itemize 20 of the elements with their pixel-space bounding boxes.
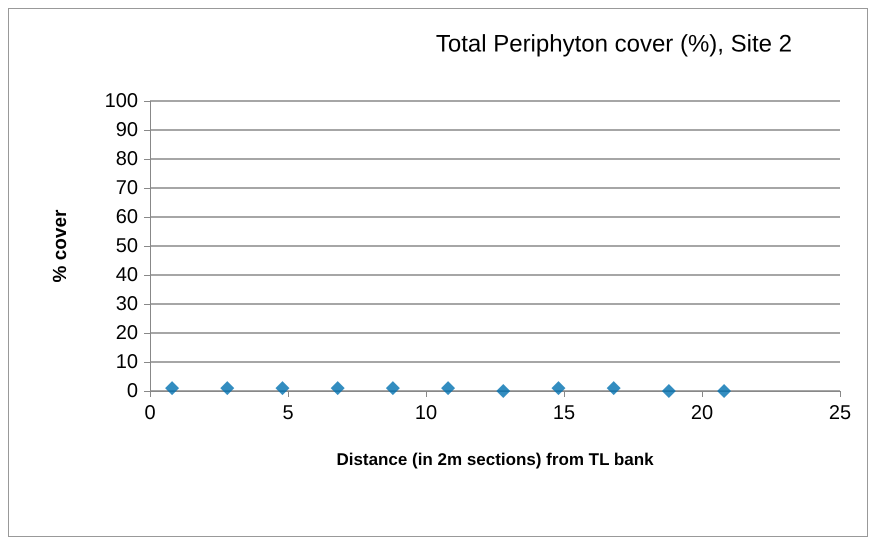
x-tick-label: 5 [282,402,294,424]
y-tick-label: 70 [116,177,138,199]
x-tick-label: 20 [690,402,714,424]
y-tick-label: 50 [116,235,138,257]
y-tick-label: 80 [116,148,138,170]
x-tick-label: 10 [414,402,438,424]
y-tick-label: 90 [116,119,138,141]
y-tick-label: 100 [104,90,138,112]
x-tick-label: 25 [828,402,852,424]
y-axis-title: % cover [50,208,71,282]
x-tick-label: 0 [144,402,156,424]
x-tick-label: 15 [552,402,576,424]
y-tick-label: 10 [116,351,138,373]
y-tick-label: 60 [116,206,138,228]
y-tick-label: 40 [116,264,138,286]
x-axis-title: Distance (in 2m sections) from TL bank [336,450,654,469]
y-tick-label: 20 [116,322,138,344]
chart-title: Total Periphyton cover (%), Site 2 [436,30,792,58]
y-tick-label: 0 [126,380,138,402]
y-tick-label: 30 [116,293,138,315]
